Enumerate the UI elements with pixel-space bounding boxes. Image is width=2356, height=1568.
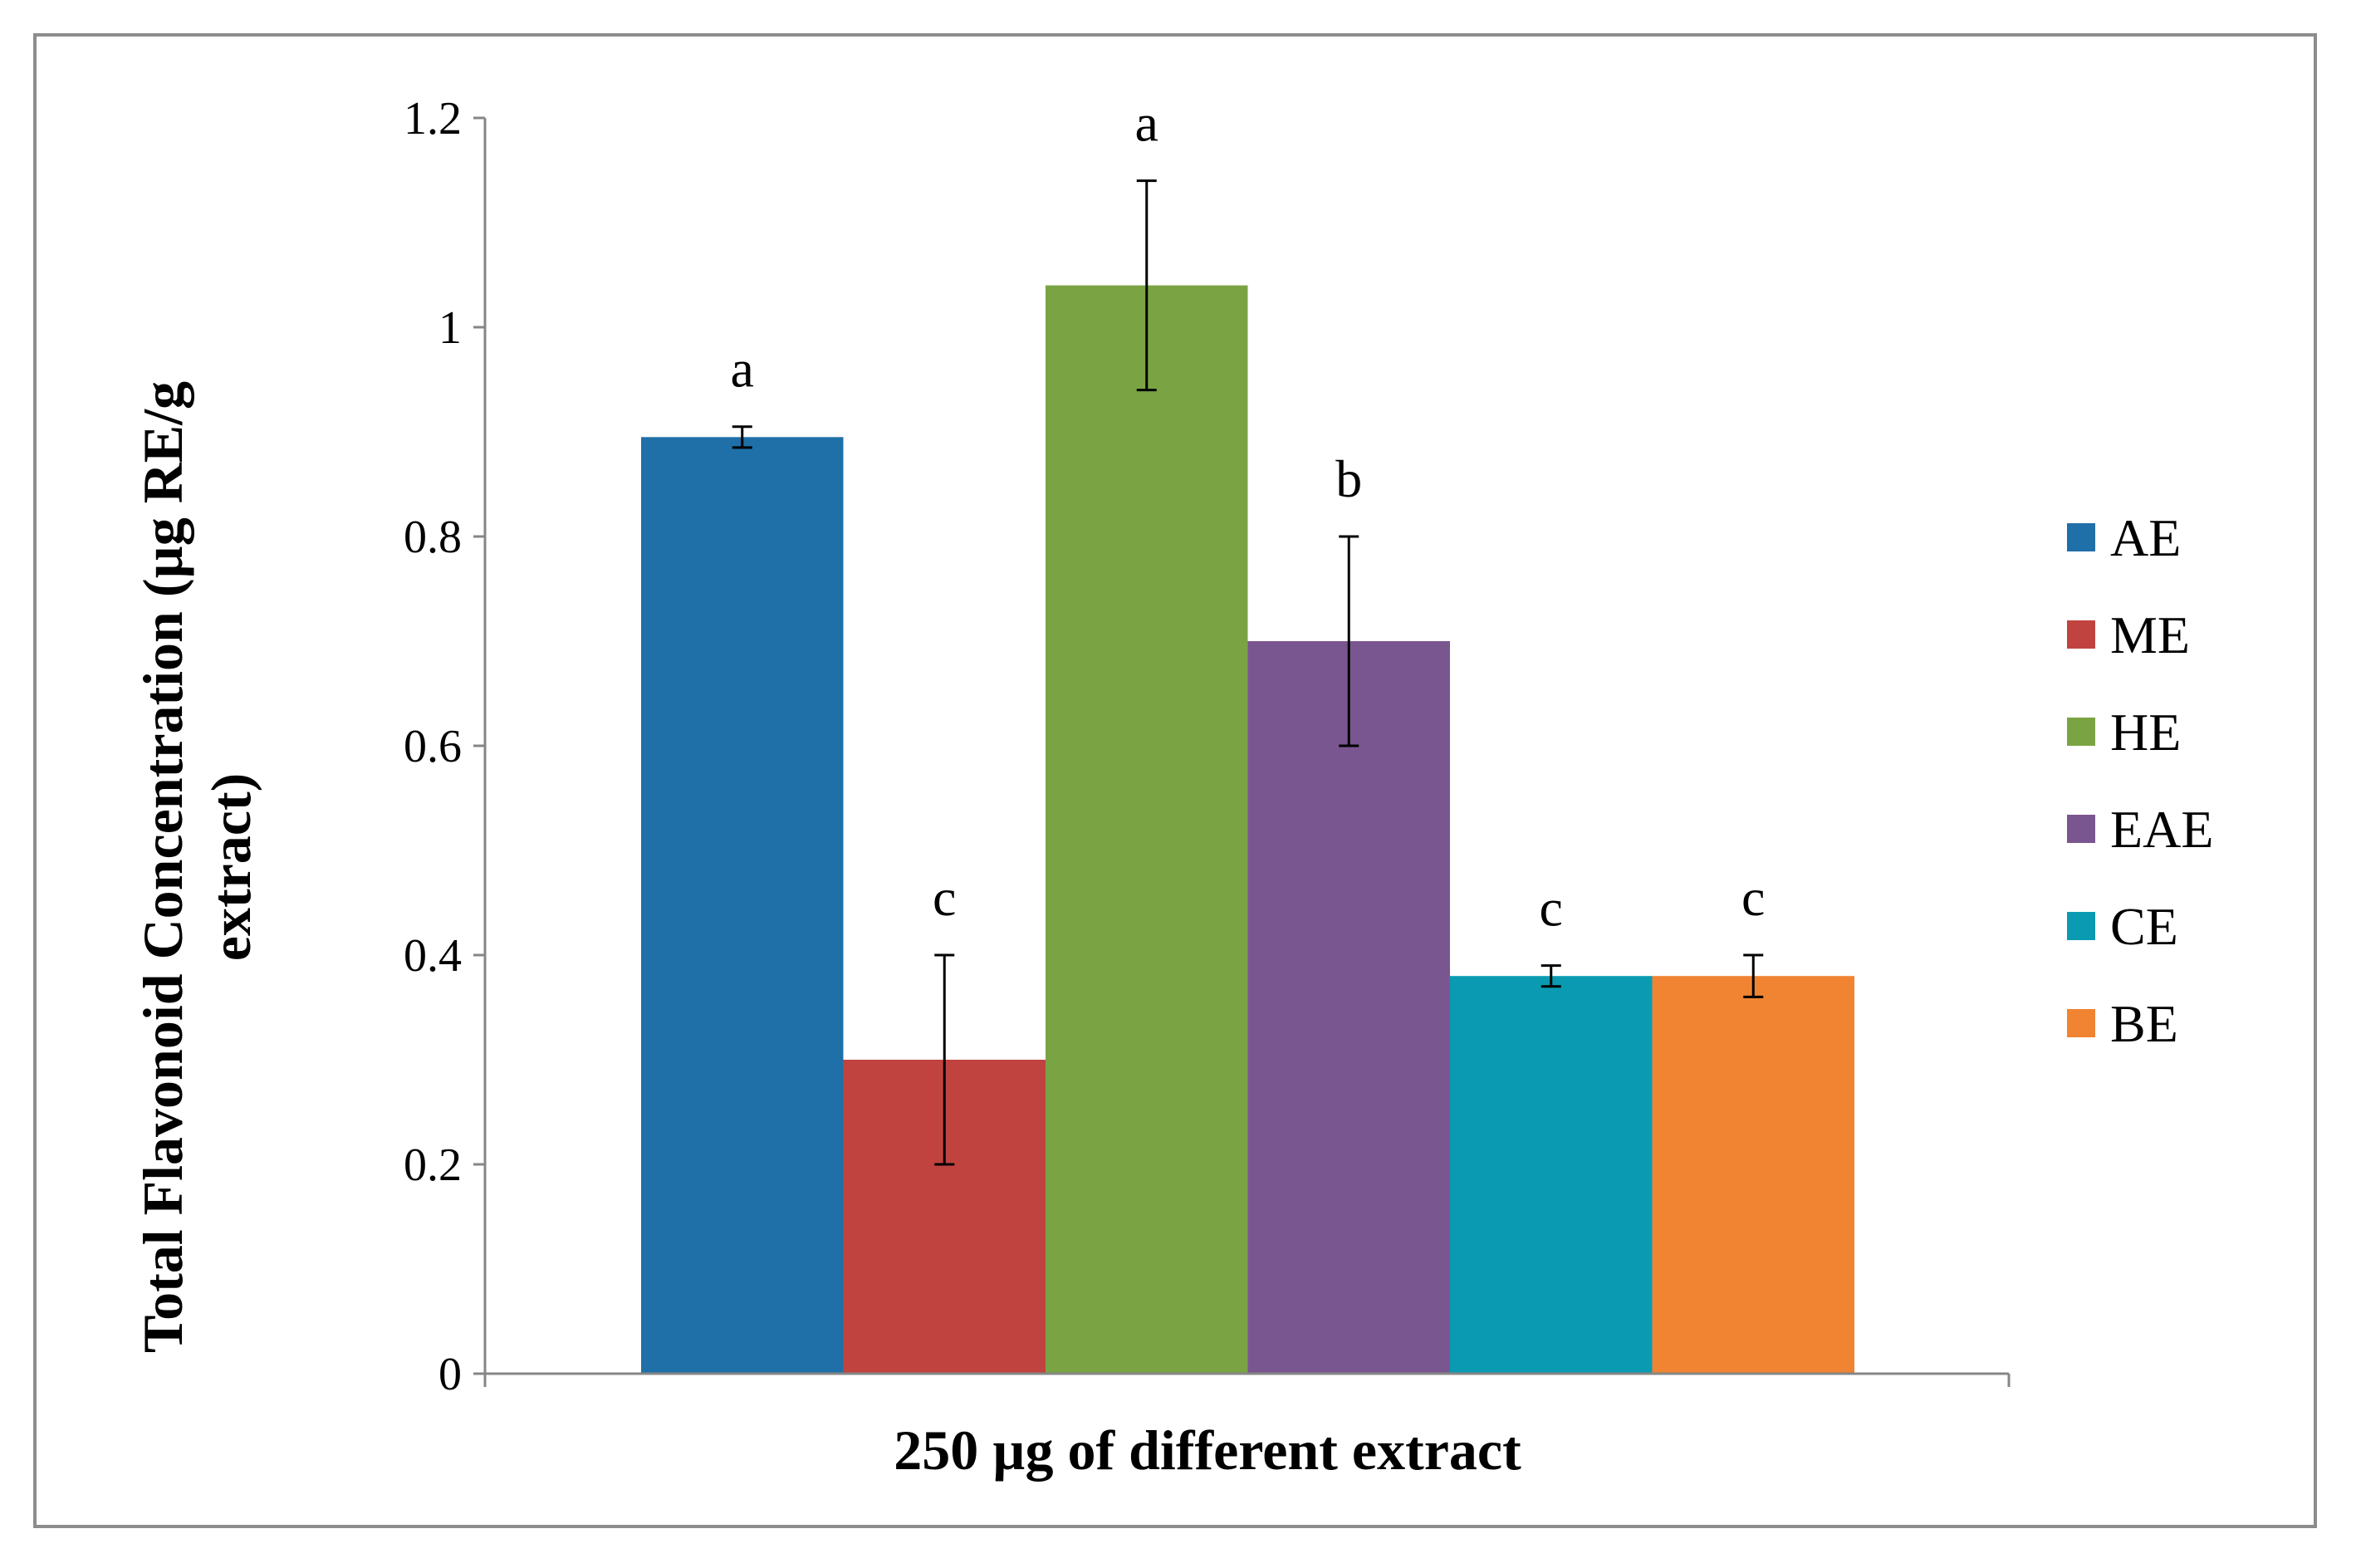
y-tick-label: 1.2 [404,93,462,145]
legend-swatch [2067,523,2095,551]
legend-item-ce: CE [2067,897,2178,956]
error-bar-ae [732,425,752,449]
legend-item-ae: AE [2067,508,2181,567]
significance-letter-ce: c [1540,879,1563,938]
x-axis-title: 250 µg of different extract [894,1419,1521,1482]
error-bar-be [1743,953,1764,998]
y-axis-title: Total Flavonoid Concentration (µg RE/g e… [131,381,262,1353]
error-bar-he [1136,179,1157,392]
error-bar-eae [1339,535,1359,747]
significance-letter-he: a [1135,94,1158,153]
legend-item-eae: EAE [2067,800,2213,859]
significance-letter-me: c [933,868,956,927]
legend-swatch [2067,1009,2095,1037]
significance-letter-be: c [1741,868,1765,927]
y-tick-label: 0.8 [404,512,462,563]
y-axis-title-line-1: Total Flavonoid Concentration (µg RE/g [131,381,194,1353]
legend-item-be: BE [2067,994,2178,1053]
bar-he [1046,285,1248,1374]
y-axis-title-line-2: extract) [199,773,262,961]
bar-chart: 0 0.2 0.4 0.6 0.8 1 1.2 a c a b c c 250 µg of differ… [131,93,2213,1482]
legend-label: BE [2110,994,2178,1053]
legend-label: HE [2110,703,2181,762]
error-bar-ce [1540,964,1561,988]
legend-swatch [2067,912,2095,940]
bar-ce [1450,976,1653,1374]
y-tick-label: 0 [438,1349,462,1400]
legend: AE ME HE EAE CE BE [2067,508,2213,1053]
significance-letter-eae: b [1335,449,1362,508]
legend-item-he: HE [2067,703,2181,762]
error-bar-me [934,953,955,1166]
y-tick-label: 1 [438,302,462,354]
bar-eae [1247,641,1450,1374]
legend-swatch [2067,718,2095,746]
legend-label: CE [2110,897,2178,956]
legend-label: EAE [2110,800,2213,859]
bar-be [1652,976,1854,1374]
y-tick-label: 0.4 [404,930,462,982]
bar-ae [641,437,844,1374]
chart-frame: 0 0.2 0.4 0.6 0.8 1 1.2 a c a b c c 250 µg of differ… [33,33,2317,1528]
legend-label: ME [2110,605,2190,664]
legend-swatch [2067,620,2095,649]
legend-item-me: ME [2067,605,2190,664]
legend-swatch [2067,815,2095,843]
significance-letter-ae: a [731,340,754,399]
y-tick-label: 0.6 [404,721,462,772]
legend-label: AE [2110,508,2181,567]
y-tick-label: 0.2 [404,1139,462,1191]
plot-area: 0 0.2 0.4 0.6 0.8 1 1.2 a c a b c c [404,93,2011,1400]
